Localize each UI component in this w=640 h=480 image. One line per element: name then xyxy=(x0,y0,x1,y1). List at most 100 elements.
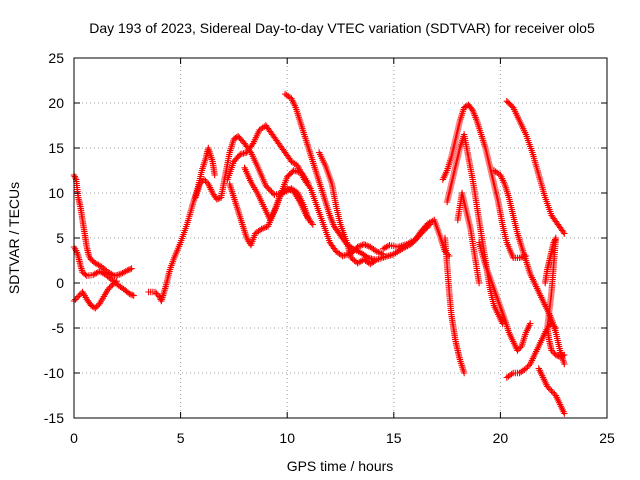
data-point xyxy=(515,345,523,353)
data-point xyxy=(522,365,530,372)
data-point xyxy=(126,266,134,273)
series-arc-16 xyxy=(475,239,534,354)
data-point xyxy=(549,389,557,396)
data-point xyxy=(561,360,568,368)
data-point xyxy=(93,303,100,310)
data-point xyxy=(215,195,222,202)
data-point xyxy=(514,347,521,354)
x-tick-label: 25 xyxy=(599,430,615,446)
data-point xyxy=(545,384,552,392)
y-tick-label: 20 xyxy=(48,95,64,111)
data-point xyxy=(548,347,555,354)
x-tick-label: 10 xyxy=(279,430,295,446)
data-point xyxy=(556,353,564,360)
x-tick-label: 5 xyxy=(177,430,185,446)
series-arc-18 xyxy=(503,98,568,237)
data-point xyxy=(549,321,557,329)
data-point xyxy=(308,219,315,227)
data-point xyxy=(546,386,554,393)
data-point xyxy=(248,141,256,149)
y-tick-label: 5 xyxy=(56,230,64,246)
data-point xyxy=(527,320,534,327)
data-point xyxy=(71,173,78,180)
data-point xyxy=(551,237,558,245)
data-point xyxy=(129,291,136,299)
data-point xyxy=(558,353,565,360)
data-point xyxy=(127,291,135,298)
chart-title: Day 193 of 2023, Sidereal Day-to-day VTE… xyxy=(89,20,595,36)
series-arc-11 xyxy=(379,216,453,260)
y-tick-label: 0 xyxy=(56,275,64,291)
series-arc-15 xyxy=(454,189,483,287)
data-point xyxy=(460,369,468,377)
data-point xyxy=(72,296,79,303)
data-point xyxy=(548,387,555,395)
y-tick-label: 15 xyxy=(48,140,64,156)
data-point xyxy=(73,294,81,302)
data-point xyxy=(203,179,211,186)
data-point xyxy=(517,344,524,351)
data-point xyxy=(72,174,79,182)
data-point xyxy=(560,228,567,236)
data-point xyxy=(113,278,120,285)
series-arc-14 xyxy=(441,234,468,377)
data-point xyxy=(561,351,568,359)
y-tick-label: 10 xyxy=(48,185,64,201)
data-point xyxy=(213,196,221,203)
data-point xyxy=(196,180,203,188)
series-arc-19 xyxy=(503,320,560,381)
series-arc-12 xyxy=(439,101,530,261)
series-arc-8 xyxy=(241,164,312,224)
data-point xyxy=(309,221,316,228)
data-point xyxy=(269,190,277,197)
data-point xyxy=(112,279,119,286)
data-point xyxy=(124,267,131,274)
data-point xyxy=(128,265,135,272)
data-point xyxy=(549,348,557,356)
data-point xyxy=(551,323,558,330)
data-layer xyxy=(70,90,568,417)
data-point xyxy=(559,352,567,359)
data-point xyxy=(200,176,208,183)
x-tick-label: 0 xyxy=(70,430,78,446)
data-point xyxy=(306,183,313,191)
series-arc-21 xyxy=(535,365,568,417)
series-arc-13 xyxy=(443,131,506,327)
data-point xyxy=(265,185,272,192)
data-point xyxy=(525,362,533,369)
data-point xyxy=(126,290,133,297)
data-point xyxy=(552,351,560,359)
data-point xyxy=(305,180,312,188)
data-point xyxy=(266,187,274,194)
data-point xyxy=(561,230,568,237)
data-point xyxy=(202,177,209,185)
data-point xyxy=(107,283,115,290)
series-arc-1 xyxy=(70,171,135,279)
series-arc-10 xyxy=(315,149,434,268)
data-point xyxy=(198,179,205,186)
data-point xyxy=(151,288,159,296)
data-point xyxy=(90,304,98,311)
y-tick-label: -10 xyxy=(44,365,64,381)
data-point xyxy=(441,248,449,255)
data-point xyxy=(92,305,99,312)
data-point xyxy=(125,266,132,273)
data-point xyxy=(554,352,561,359)
y-axis-label: SDTVAR / TECUs xyxy=(6,182,22,294)
data-point xyxy=(262,182,270,189)
data-point xyxy=(76,291,83,299)
series-arc-20 xyxy=(541,234,568,360)
series-arc-17 xyxy=(490,167,568,368)
data-point xyxy=(106,284,113,291)
axis-ticks: 0 5 10 15 20 25 -15 -10 -5 0 5 10 15 20 25 xyxy=(44,50,615,446)
y-tick-label: -5 xyxy=(52,320,65,336)
data-point xyxy=(552,324,560,332)
data-point xyxy=(82,271,89,278)
data-point xyxy=(130,292,137,299)
data-point xyxy=(75,293,82,300)
data-point xyxy=(524,363,531,371)
series-arc-9 xyxy=(281,90,378,263)
data-point xyxy=(475,279,483,287)
data-point xyxy=(153,290,160,297)
